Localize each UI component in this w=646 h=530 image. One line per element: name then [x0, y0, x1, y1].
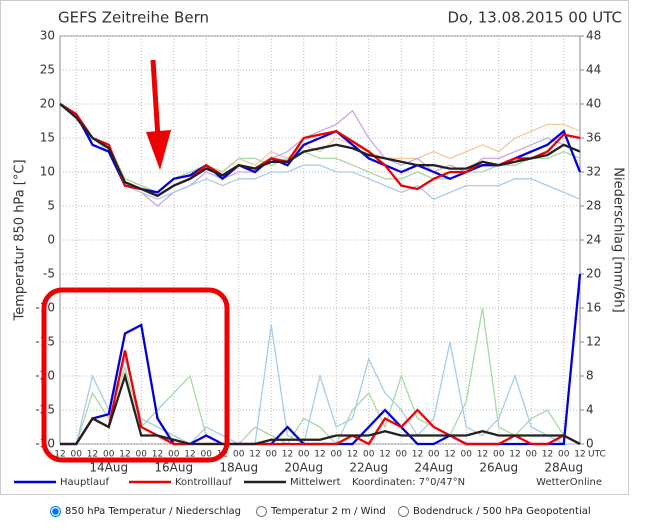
legend-label: Mittelwert	[290, 477, 341, 488]
option[interactable]: Bodendruck / 500 hPa Geopotential	[398, 506, 591, 517]
x-tick-label: 12	[444, 450, 455, 460]
y2-tick-label: 40	[586, 97, 601, 111]
y-axis-title: Temperatur 850 hPa [°C]	[13, 159, 28, 321]
x-tick-label: 00	[493, 450, 505, 460]
date-label: 28Aug	[544, 461, 583, 475]
x-tick-label: 00	[558, 450, 570, 460]
date-label: 22Aug	[349, 461, 388, 475]
y2-tick-label: 44	[586, 63, 601, 77]
x-tick-label: 00	[331, 450, 343, 460]
radio[interactable]	[50, 506, 61, 517]
y-tick-label: 20	[40, 97, 55, 111]
series-line	[59, 103, 581, 200]
y-tick-label: -5	[43, 267, 55, 281]
x-tick-label: 12	[54, 450, 65, 460]
x-tick-label: 12	[249, 450, 260, 460]
radio[interactable]	[398, 506, 409, 517]
x-tick-label: 00	[71, 450, 83, 460]
series-line	[59, 103, 581, 194]
x-tick-label: 00	[233, 450, 245, 460]
x-tick-label: 12	[347, 450, 358, 460]
y-tick-label: 0	[47, 233, 55, 247]
chart: GEFS Zeitreihe Bern Do, 13.08.2015 00 UT…	[0, 0, 629, 495]
x-tick-label: 00	[298, 450, 310, 460]
y2-tick-label: 36	[586, 131, 601, 145]
series-line	[59, 103, 581, 207]
chart-subtitle: Do, 13.08.2015 00 UTC	[447, 9, 622, 27]
y-tick-label: 30	[40, 29, 55, 43]
x-tick-label: 12	[87, 450, 98, 460]
x-tick-label: 12	[152, 450, 163, 460]
x-tick-label: 12	[542, 450, 553, 460]
footer-coords: Koordinaten: 7°0/47°N	[352, 477, 465, 488]
x-unit: UTC	[588, 450, 606, 460]
series-line	[60, 324, 580, 445]
arrow-head	[146, 130, 171, 170]
x-tick-label: 12	[379, 450, 390, 460]
option-label: 850 hPa Temperatur / Niederschlag	[65, 506, 241, 517]
x-tick-label: 12	[509, 450, 520, 460]
option-label: Bodendruck / 500 hPa Geopotential	[413, 506, 591, 517]
y2-tick-label: 28	[586, 199, 601, 213]
legend-label: Kontrolllauf	[175, 477, 232, 488]
y2-tick-label: 48	[586, 29, 601, 43]
date-label: 20Aug	[284, 461, 323, 475]
option[interactable]: Temperatur 2 m / Wind	[256, 506, 386, 517]
y-tick-label: 5	[47, 199, 55, 213]
y2-tick-label: 0	[586, 437, 594, 451]
x-tick-label: 00	[461, 450, 473, 460]
arrow-shaft	[150, 59, 161, 139]
footer-source: WetterOnline	[536, 477, 602, 488]
date-label: 26Aug	[479, 461, 518, 475]
date-label: 18Aug	[219, 461, 258, 475]
y2-tick-label: 24	[586, 233, 601, 247]
radio[interactable]	[256, 506, 267, 517]
x-tick-label: 00	[526, 450, 538, 460]
x-tick-label: 12	[119, 450, 130, 460]
date-label: 16Aug	[154, 461, 193, 475]
x-tick-label: 00	[103, 450, 115, 460]
y-tick-label: 25	[40, 63, 55, 77]
series-line	[59, 103, 581, 198]
x-tick-label: 00	[168, 450, 180, 460]
y2-axis-title: Niederschlag [mm/6h]	[611, 167, 626, 312]
x-tick-label: 12	[184, 450, 195, 460]
y2-tick-label: 16	[586, 301, 601, 315]
y2-tick-label: 20	[586, 267, 601, 281]
date-label: 14Aug	[89, 461, 128, 475]
x-tick-label: 00	[396, 450, 408, 460]
legend-label: Hauptlauf	[60, 477, 109, 488]
series-line	[60, 350, 581, 446]
x-tick-label: 00	[201, 450, 213, 460]
x-tick-label: 00	[428, 450, 440, 460]
x-tick-label: 12	[314, 450, 325, 460]
x-tick-label: 00	[266, 450, 278, 460]
x-tick-label: 12	[477, 450, 488, 460]
chart-title: GEFS Zeitreihe Bern	[58, 9, 209, 27]
option[interactable]: 850 hPa Temperatur / Niederschlag	[50, 506, 241, 517]
y2-tick-label: 32	[586, 165, 601, 179]
y2-tick-label: 12	[586, 335, 601, 349]
x-tick-label: 00	[136, 450, 148, 460]
y2-tick-label: 4	[586, 403, 594, 417]
series-line	[60, 371, 581, 446]
highlight-box	[41, 287, 230, 463]
x-tick-label: 12	[282, 450, 293, 460]
y-tick-label: 15	[40, 131, 55, 145]
y2-tick-label: 8	[586, 369, 594, 383]
date-label: 24Aug	[414, 461, 453, 475]
y-tick-label: 10	[40, 165, 55, 179]
x-tick-label: 00	[363, 450, 375, 460]
x-tick-label: 12	[412, 450, 423, 460]
x-tick-label: 12	[574, 450, 585, 460]
option-label: Temperatur 2 m / Wind	[271, 506, 386, 517]
